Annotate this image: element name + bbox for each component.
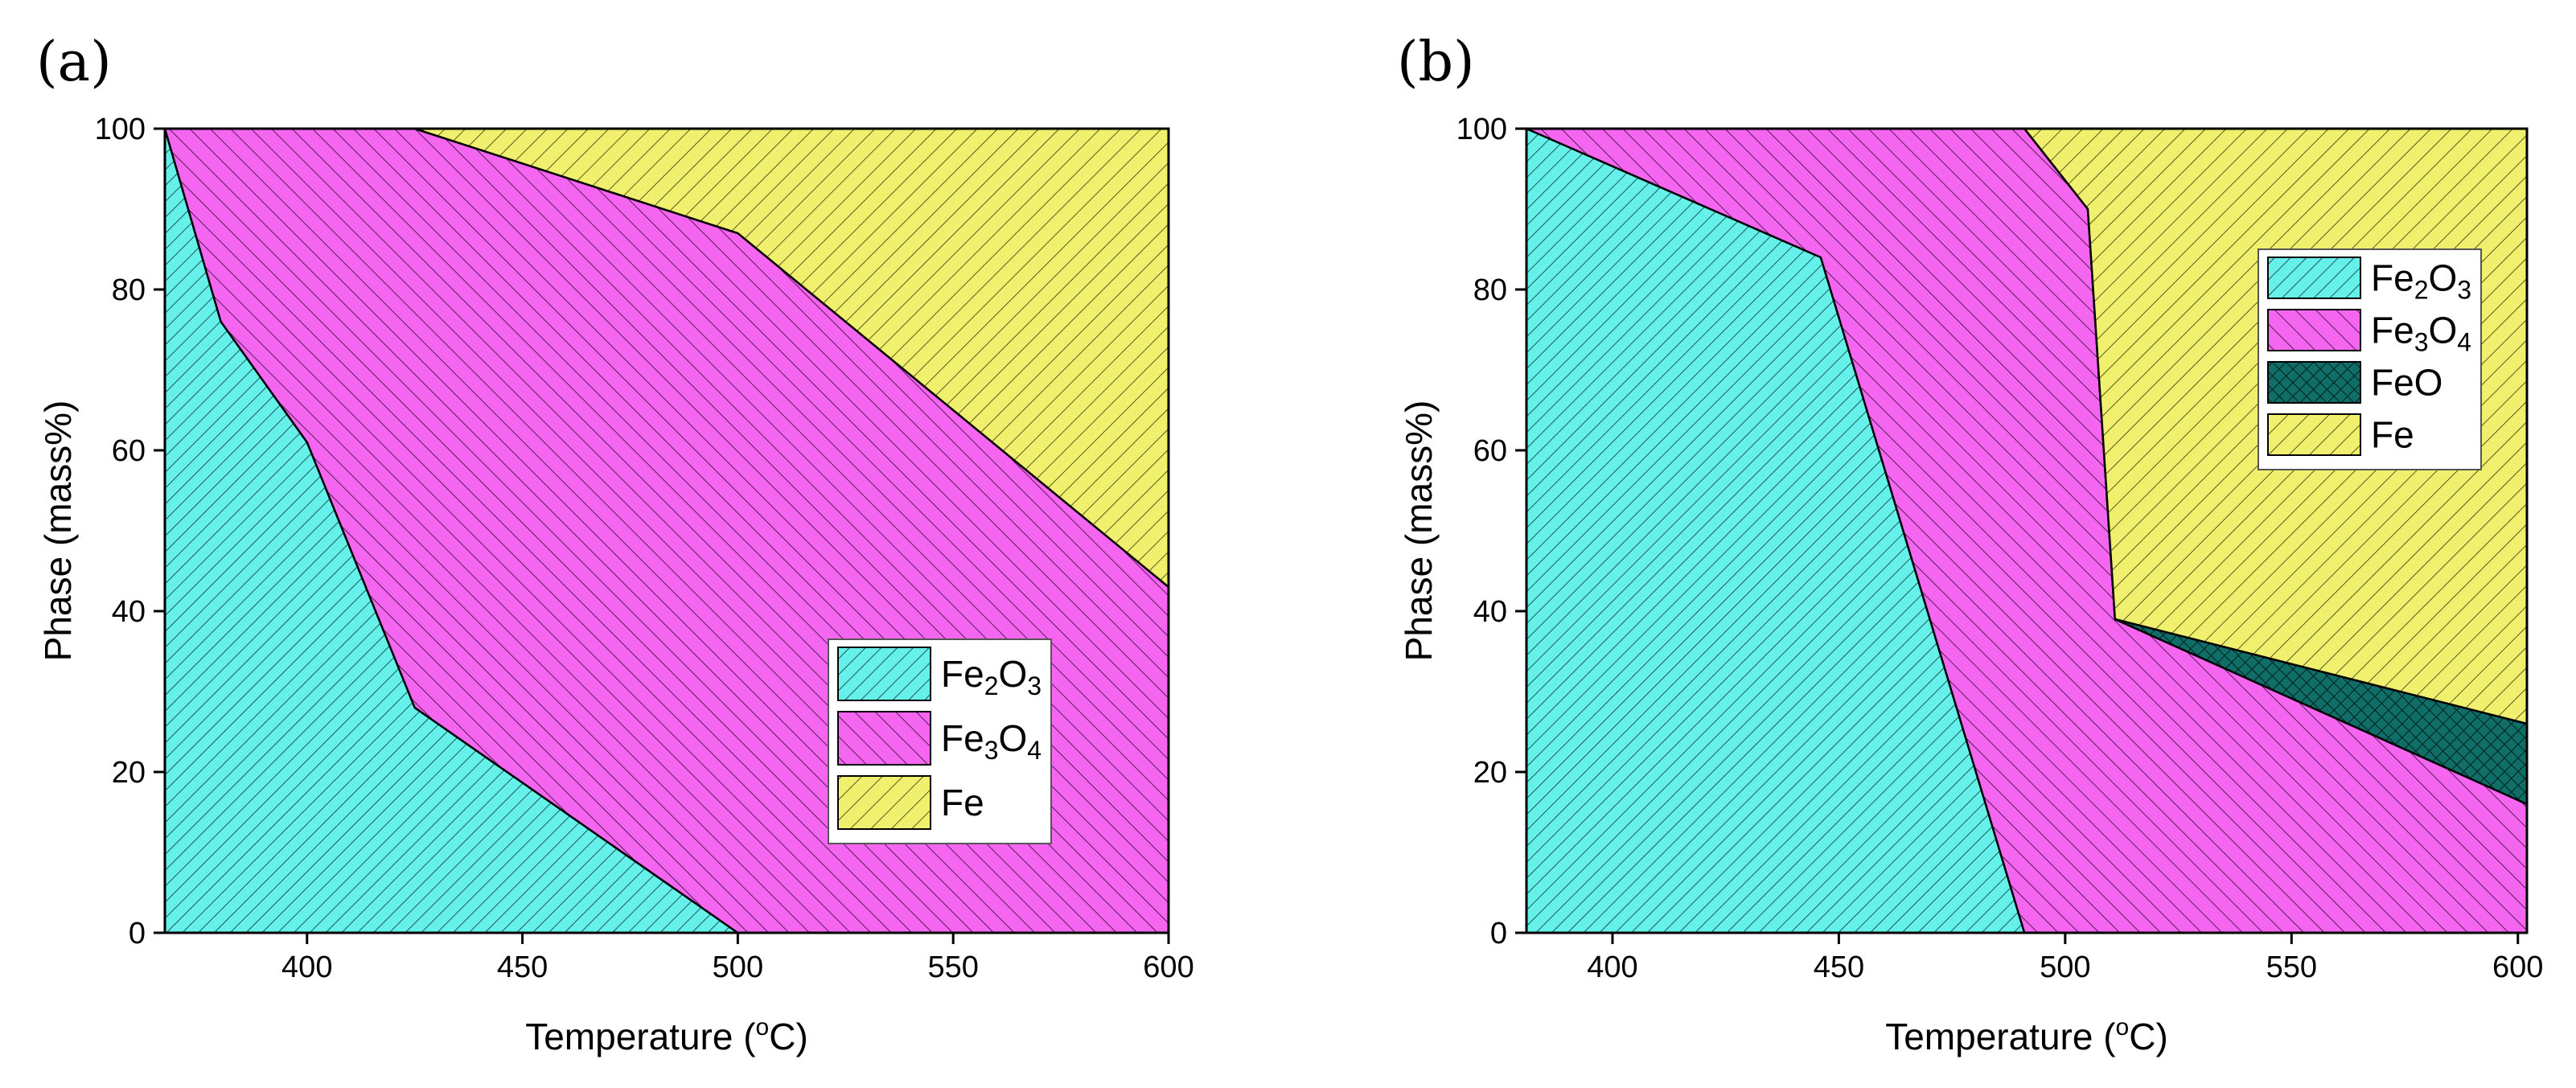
legend-swatch-fe2o3 [837, 647, 931, 701]
y-tick-label: 100 [1456, 113, 1507, 146]
legend: Fe2O3 Fe3O4 Fe [828, 638, 1052, 844]
y-tick-label: 60 [1473, 434, 1507, 468]
y-tick-label: 60 [112, 434, 146, 468]
legend-label-fe: Fe [941, 782, 984, 823]
y-tick-label: 100 [95, 113, 146, 146]
x-axis-title: Temperature (oC) [1885, 1014, 2168, 1057]
legend-swatch-fe [2267, 413, 2361, 456]
chart-panel-b: (b) 400 450 500 550 600 0 20 40 60 80 100 Tempera… [1397, 31, 2543, 1057]
x-tick-label: 450 [1814, 950, 1864, 984]
x-axis-title-part: Temperature ( [1885, 1016, 2116, 1057]
x-axis-title-part: Temperature ( [525, 1016, 756, 1057]
x-axis-title-superscript: o [2116, 1014, 2130, 1041]
x-axis-title: Temperature (oC) [525, 1014, 808, 1057]
legend-label-fe2o3: Fe2O3 [2371, 257, 2471, 305]
legend: Fe2O3 Fe3O4 FeO Fe [2258, 248, 2482, 470]
x-tick-label: 450 [497, 950, 548, 984]
legend-swatch-fe [837, 775, 931, 830]
y-tick-label: 20 [1473, 756, 1507, 790]
x-tick-label: 550 [927, 950, 978, 984]
x-tick-label: 500 [2040, 950, 2090, 984]
y-axis-title: Phase (mass%) [1398, 400, 1440, 662]
panel-label-b: (b) [1397, 31, 1475, 94]
x-axis-title-part: C) [2129, 1016, 2168, 1057]
legend-swatch-fe3o4 [2267, 309, 2361, 351]
x-tick-label: 500 [713, 950, 763, 984]
plot-frame [163, 127, 1170, 934]
y-ticks: 0 20 40 60 80 100 [1456, 113, 1526, 950]
legend-swatch-feo [2267, 361, 2361, 404]
x-tick-label: 400 [1587, 950, 1637, 984]
y-tick-label: 40 [112, 595, 146, 629]
x-tick-label: 550 [2266, 950, 2317, 984]
x-ticks: 400 450 500 550 600 [281, 933, 1194, 984]
legend-label-fe: Fe [2371, 414, 2414, 456]
chart-panel-a: (a) 400 450 500 550 600 0 20 40 60 80 100 Tempera… [36, 31, 1194, 1057]
y-tick-label: 0 [1490, 917, 1507, 950]
legend-label-fe3o4: Fe3O4 [941, 717, 1041, 765]
x-tick-label: 400 [281, 950, 332, 984]
plot-frame [1525, 127, 2529, 934]
x-axis-title-superscript: o [756, 1014, 770, 1041]
x-tick-label: 600 [1143, 950, 1194, 984]
y-axis-title: Phase (mass%) [37, 400, 79, 662]
y-tick-label: 20 [112, 756, 146, 790]
y-tick-label: 40 [1473, 595, 1507, 629]
x-tick-label: 600 [2492, 950, 2543, 984]
legend-label-feo: FeO [2371, 362, 2442, 404]
legend-label-fe3o4: Fe3O4 [2371, 310, 2471, 357]
y-tick-label: 80 [112, 273, 146, 307]
legend-label-fe2o3: Fe2O3 [941, 653, 1041, 700]
y-tick-label: 0 [129, 917, 146, 950]
x-ticks: 400 450 500 550 600 [1587, 933, 2543, 984]
y-tick-label: 80 [1473, 273, 1507, 307]
x-axis-title-part: C) [769, 1016, 808, 1057]
legend-swatch-fe2o3 [2267, 257, 2361, 299]
legend-swatch-fe3o4 [837, 711, 931, 766]
panel-label-a: (a) [36, 31, 112, 94]
y-ticks: 0 20 40 60 80 100 [95, 113, 165, 950]
